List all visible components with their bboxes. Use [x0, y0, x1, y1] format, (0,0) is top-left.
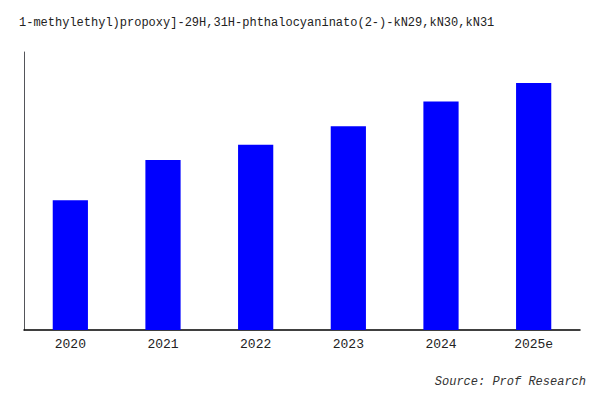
- svg-text:2021: 2021: [147, 337, 178, 352]
- svg-text:1-methylethyl)propoxy]-29H,31H: 1-methylethyl)propoxy]-29H,31H-phthalocy…: [19, 16, 494, 30]
- svg-text:2025e: 2025e: [514, 337, 553, 352]
- svg-text:2023: 2023: [333, 337, 364, 352]
- svg-text:2022: 2022: [240, 337, 271, 352]
- svg-text:2024: 2024: [425, 337, 456, 352]
- svg-text:2020: 2020: [55, 337, 86, 352]
- svg-text:Source: Prof Research: Source: Prof Research: [435, 375, 586, 389]
